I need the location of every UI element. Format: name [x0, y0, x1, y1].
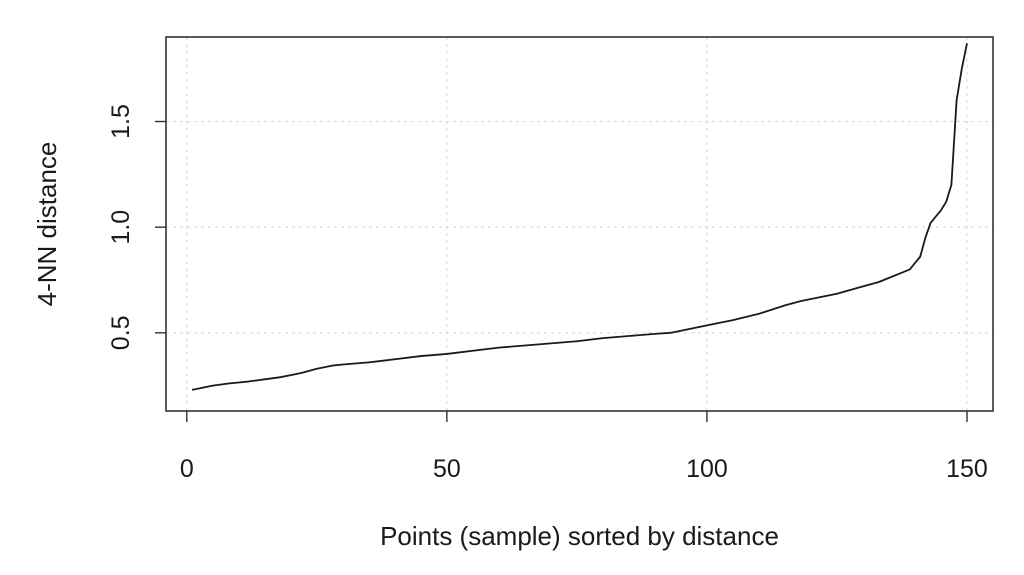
y-tick-label: 1.0 — [107, 210, 135, 245]
y-tick-label: 0.5 — [107, 315, 135, 350]
x-axis: 0 50 100 150 — [180, 411, 988, 483]
x-tick-label: 150 — [946, 455, 988, 483]
x-tick-label: 50 — [433, 455, 461, 483]
series-line — [191, 43, 968, 391]
x-tick-label: 100 — [686, 455, 728, 483]
y-axis-title: 4-NN distance — [32, 142, 62, 307]
x-tick-label: 0 — [180, 455, 194, 483]
x-axis-title: Points (sample) sorted by distance — [380, 521, 779, 551]
y-axis: 0.5 1.0 1.5 — [107, 104, 166, 350]
plot-area — [165, 36, 994, 412]
y-tick-label: 1.5 — [107, 104, 135, 139]
grid — [166, 37, 993, 411]
